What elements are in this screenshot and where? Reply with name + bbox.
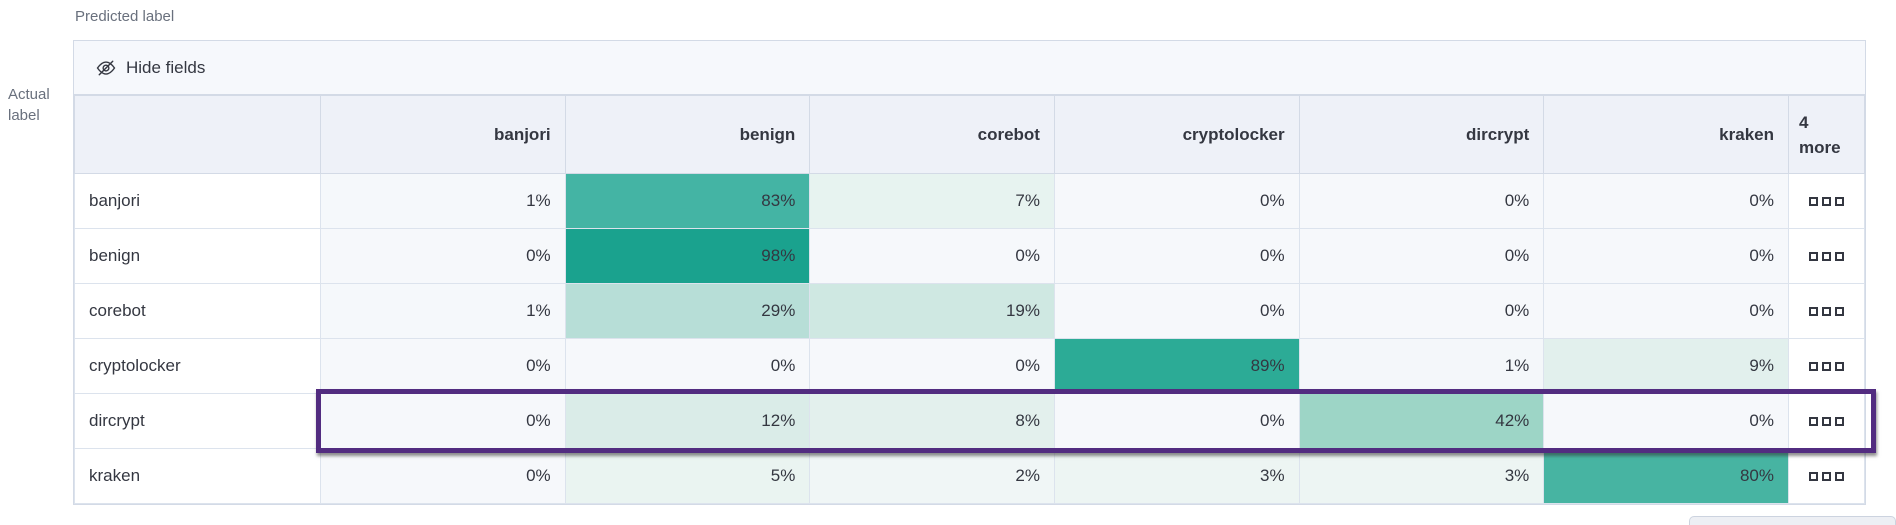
matrix-cell-banjori-benign[interactable]: 83%	[564, 173, 811, 229]
col-header-dircrypt[interactable]: dircrypt	[1298, 95, 1545, 174]
confusion-matrix-table: banjori benign corebot cryptolocker dircrypt…	[74, 95, 1865, 504]
matrix-cell-dircrypt-cryptolocker[interactable]: 0%	[1053, 393, 1300, 449]
matrix-cell-corebot-banjori[interactable]: 1%	[320, 283, 566, 339]
matrix-cell-cryptolocker-dircrypt[interactable]: 1%	[1298, 338, 1545, 394]
matrix-cell-cryptolocker-cryptolocker[interactable]: 89%	[1053, 338, 1300, 394]
matrix-cell-banjori-corebot[interactable]: 7%	[809, 173, 1055, 229]
square-dot	[1835, 307, 1844, 317]
ellipsis-squares-icon[interactable]	[1788, 448, 1865, 504]
row-label-cryptolocker: cryptolocker	[74, 338, 321, 394]
hide-fields-label: Hide fields	[126, 57, 206, 77]
square-dot	[1822, 472, 1831, 482]
square-dot	[1809, 362, 1818, 372]
row-label-dircrypt: dircrypt	[74, 393, 321, 449]
matrix-cell-banjori-dircrypt[interactable]: 0%	[1298, 173, 1545, 229]
row-label-benign: benign	[74, 228, 321, 284]
matrix-cell-corebot-cryptolocker[interactable]: 0%	[1053, 283, 1300, 339]
predicted-label-axis-title: Predicted label	[75, 8, 175, 25]
matrix-cell-corebot-benign[interactable]: 29%	[564, 283, 811, 339]
matrix-cell-benign-banjori[interactable]: 0%	[320, 228, 566, 284]
square-dot	[1835, 472, 1844, 482]
matrix-cell-kraken-cryptolocker[interactable]: 3%	[1053, 448, 1300, 504]
matrix-cell-benign-kraken[interactable]: 0%	[1543, 228, 1789, 284]
matrix-cell-cryptolocker-benign[interactable]: 0%	[564, 338, 811, 394]
square-dot	[1809, 307, 1818, 317]
matrix-cell-dircrypt-corebot[interactable]: 8%	[809, 393, 1055, 449]
actual-label-axis-title: Actual label	[8, 84, 50, 126]
matrix-cell-corebot-kraken[interactable]: 0%	[1543, 283, 1789, 339]
row-label-kraken: kraken	[74, 448, 321, 504]
matrix-cell-dircrypt-banjori[interactable]: 0%	[320, 393, 566, 449]
square-dot	[1822, 362, 1831, 372]
matrix-cell-kraken-dircrypt[interactable]: 3%	[1298, 448, 1545, 504]
row-label-corebot: corebot	[74, 283, 321, 339]
matrix-cell-benign-cryptolocker[interactable]: 0%	[1053, 228, 1300, 284]
square-dot	[1835, 362, 1844, 372]
matrix-row-corebot: corebot 1% 29% 19% 0% 0% 0%	[74, 283, 1865, 339]
row-label-banjori: banjori	[74, 173, 321, 229]
actual-label-line2: label	[8, 107, 40, 124]
square-dot	[1809, 417, 1818, 427]
square-dot	[1822, 417, 1831, 427]
col-header-banjori[interactable]: banjori	[320, 95, 566, 174]
column-header-row: banjori benign corebot cryptolocker dircrypt…	[74, 95, 1865, 174]
ellipsis-squares-icon[interactable]	[1788, 283, 1865, 339]
square-dot	[1809, 197, 1818, 207]
col-header-kraken[interactable]: kraken	[1543, 95, 1789, 174]
ellipsis-squares-icon[interactable]	[1788, 338, 1865, 394]
matrix-cell-kraken-kraken[interactable]: 80%	[1543, 448, 1789, 504]
matrix-cell-benign-benign[interactable]: 98%	[564, 228, 811, 284]
col-header-cryptolocker[interactable]: cryptolocker	[1053, 95, 1300, 174]
matrix-cell-dircrypt-kraken[interactable]: 0%	[1543, 393, 1789, 449]
square-dot	[1835, 197, 1844, 207]
col-header-benign[interactable]: benign	[564, 95, 811, 174]
more-columns-header[interactable]: 4 more	[1788, 95, 1865, 174]
ellipsis-squares-icon[interactable]	[1788, 393, 1865, 449]
square-dot	[1809, 252, 1818, 262]
corner-cell	[74, 95, 321, 174]
col-header-corebot[interactable]: corebot	[809, 95, 1055, 174]
matrix-row-kraken: kraken 0% 5% 2% 3% 3% 80%	[74, 448, 1865, 504]
square-dot	[1822, 307, 1831, 317]
ellipsis-squares-icon[interactable]	[1788, 173, 1865, 229]
matrix-row-banjori: banjori 1% 83% 7% 0% 0% 0%	[74, 173, 1865, 229]
ellipsis-squares-icon[interactable]	[1788, 228, 1865, 284]
matrix-row-cryptolocker: cryptolocker 0% 0% 0% 89% 1% 9%	[74, 338, 1865, 394]
matrix-cell-benign-dircrypt[interactable]: 0%	[1298, 228, 1545, 284]
matrix-cell-kraken-corebot[interactable]: 2%	[809, 448, 1055, 504]
matrix-row-dircrypt: dircrypt 0% 12% 8% 0% 42% 0%	[74, 393, 1865, 449]
matrix-cell-cryptolocker-corebot[interactable]: 0%	[809, 338, 1055, 394]
matrix-cell-dircrypt-benign[interactable]: 12%	[564, 393, 811, 449]
matrix-cell-kraken-benign[interactable]: 5%	[564, 448, 811, 504]
square-dot	[1822, 197, 1831, 207]
actual-label-line1: Actual	[8, 86, 50, 103]
square-dot	[1835, 252, 1844, 262]
matrix-cell-banjori-banjori[interactable]: 1%	[320, 173, 566, 229]
matrix-cell-corebot-corebot[interactable]: 19%	[809, 283, 1055, 339]
matrix-cell-banjori-kraken[interactable]: 0%	[1543, 173, 1789, 229]
matrix-row-benign: benign 0% 98% 0% 0% 0% 0%	[74, 228, 1865, 284]
matrix-cell-cryptolocker-kraken[interactable]: 9%	[1543, 338, 1789, 394]
square-dot	[1822, 252, 1831, 262]
matrix-cell-cryptolocker-banjori[interactable]: 0%	[320, 338, 566, 394]
matrix-cell-corebot-dircrypt[interactable]: 0%	[1298, 283, 1545, 339]
hide-fields-button[interactable]: Hide fields	[74, 41, 1865, 95]
eye-closed-icon	[96, 58, 116, 78]
matrix-cell-banjori-cryptolocker[interactable]: 0%	[1053, 173, 1300, 229]
matrix-cell-dircrypt-dircrypt[interactable]: 42%	[1298, 393, 1545, 449]
matrix-cell-benign-corebot[interactable]: 0%	[809, 228, 1055, 284]
square-dot	[1809, 472, 1818, 482]
square-dot	[1835, 417, 1844, 427]
confusion-matrix-grid: Hide fields banjori benign corebot cryptolo…	[73, 40, 1876, 505]
matrix-cell-kraken-banjori[interactable]: 0%	[320, 448, 566, 504]
